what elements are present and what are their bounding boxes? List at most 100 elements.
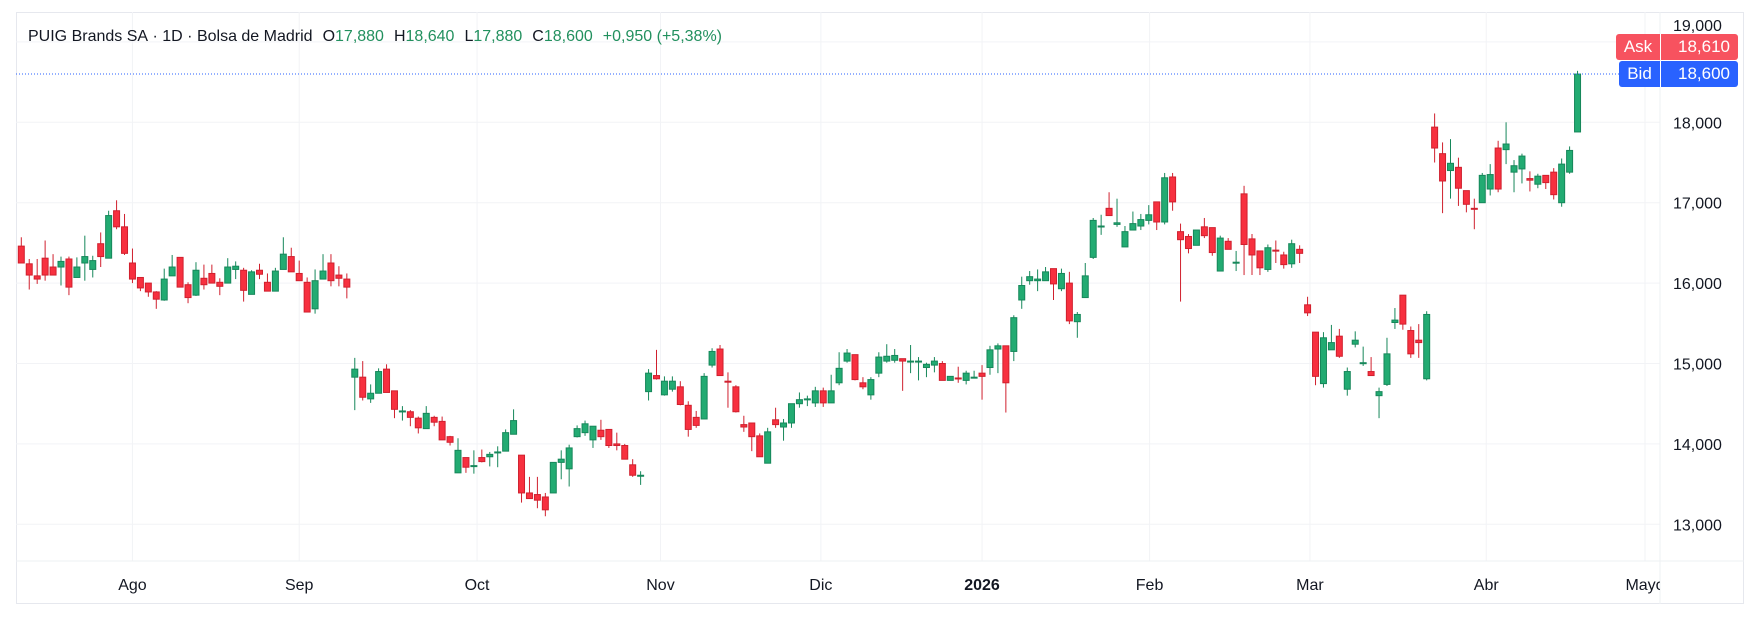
time-tick-label: Dic bbox=[809, 577, 832, 594]
candle bbox=[1447, 139, 1454, 199]
candle-body bbox=[359, 376, 367, 398]
candle bbox=[208, 264, 216, 284]
interval[interactable]: 1D bbox=[162, 28, 183, 45]
price-tick-label: 16,000 bbox=[1673, 276, 1722, 293]
candle-body bbox=[1542, 174, 1550, 184]
candle-body bbox=[81, 256, 89, 264]
candle-body bbox=[1574, 73, 1582, 133]
candle bbox=[597, 419, 605, 440]
time-tick-label: Ago bbox=[118, 577, 147, 594]
candle bbox=[446, 435, 454, 446]
candle bbox=[359, 361, 367, 401]
candle-body bbox=[398, 410, 406, 413]
candle-body bbox=[867, 379, 875, 396]
candle-body bbox=[1097, 225, 1105, 228]
candle-body bbox=[17, 245, 25, 264]
candle bbox=[136, 276, 144, 292]
candle-body bbox=[271, 270, 279, 292]
candle bbox=[1026, 271, 1034, 285]
time-axis[interactable]: Ago Sep Oct Nov Dic 2026 Feb Mar Abr Mayo bbox=[118, 577, 1664, 594]
candle-body bbox=[684, 404, 692, 430]
candle bbox=[780, 418, 788, 441]
chart-frame bbox=[16, 12, 1744, 604]
candle bbox=[1454, 157, 1462, 206]
candle-body bbox=[422, 412, 430, 430]
candle bbox=[454, 438, 462, 474]
low-label: L bbox=[464, 28, 474, 45]
candle bbox=[327, 254, 335, 287]
candle-body bbox=[25, 263, 33, 276]
candle bbox=[1169, 172, 1177, 211]
candle bbox=[1558, 158, 1566, 207]
candle-body bbox=[327, 262, 335, 282]
candle bbox=[1129, 211, 1137, 231]
candle bbox=[430, 415, 438, 427]
candle-body bbox=[1129, 223, 1137, 231]
bid-tag: Bid 18,600 bbox=[1619, 61, 1738, 87]
candle-body bbox=[851, 354, 859, 381]
candle-body bbox=[907, 360, 915, 363]
time-tick-label: Abr bbox=[1474, 577, 1500, 594]
candle-body bbox=[1002, 345, 1010, 384]
candle bbox=[653, 349, 660, 380]
candle bbox=[1057, 268, 1065, 292]
candle-body bbox=[1407, 330, 1415, 355]
symbol-name[interactable]: PUIG Brands SA bbox=[28, 28, 149, 45]
candle bbox=[978, 365, 986, 400]
candle bbox=[1439, 142, 1447, 214]
candle-body bbox=[835, 367, 843, 384]
candle-body bbox=[41, 257, 49, 276]
candle-body bbox=[653, 375, 660, 380]
candle bbox=[954, 366, 962, 383]
candle-body bbox=[1312, 331, 1320, 377]
candle bbox=[1137, 213, 1145, 231]
candle bbox=[859, 377, 867, 390]
candle bbox=[390, 390, 398, 419]
candle bbox=[605, 428, 613, 448]
candle-body bbox=[414, 417, 422, 429]
candle-body bbox=[740, 424, 748, 428]
candle-body bbox=[136, 276, 144, 289]
candle-body bbox=[1264, 247, 1272, 270]
candle-body bbox=[1272, 249, 1280, 252]
candle-body bbox=[1351, 339, 1359, 345]
candle bbox=[494, 446, 502, 468]
candle-body bbox=[1431, 126, 1439, 149]
candle-body bbox=[279, 253, 287, 270]
candle bbox=[383, 364, 391, 393]
candle-body bbox=[716, 348, 724, 377]
candle bbox=[1335, 328, 1343, 358]
candle bbox=[279, 237, 287, 270]
candle bbox=[184, 282, 192, 304]
candle bbox=[1462, 190, 1470, 213]
candle bbox=[287, 247, 295, 273]
candle-body bbox=[1470, 207, 1478, 210]
candle-body bbox=[1454, 166, 1462, 189]
candle-body bbox=[732, 386, 740, 413]
candle-body bbox=[533, 494, 541, 501]
candle bbox=[668, 376, 676, 392]
candle-body bbox=[57, 260, 65, 268]
time-tick-label: 2026 bbox=[964, 577, 1000, 594]
candle-body bbox=[1383, 353, 1391, 385]
candle bbox=[367, 384, 375, 403]
candle-body bbox=[128, 262, 136, 280]
candle-body bbox=[1042, 271, 1050, 282]
price-axis[interactable]: 13,000 14,000 15,000 16,000 17,000 18,000 19,0… bbox=[1673, 18, 1722, 534]
candle-body bbox=[930, 360, 938, 366]
candle bbox=[1240, 185, 1248, 276]
candle-body bbox=[438, 420, 446, 441]
candle-body bbox=[1200, 226, 1208, 237]
candle-body bbox=[1081, 275, 1089, 299]
candle bbox=[1145, 205, 1153, 225]
candle bbox=[1526, 171, 1534, 192]
candle-body bbox=[176, 256, 184, 288]
candle bbox=[89, 255, 97, 278]
candle bbox=[1367, 357, 1375, 377]
candle bbox=[1042, 267, 1050, 282]
candle-body bbox=[303, 281, 311, 313]
candle bbox=[565, 444, 573, 487]
candle-body bbox=[557, 458, 565, 463]
candle-body bbox=[494, 451, 502, 454]
